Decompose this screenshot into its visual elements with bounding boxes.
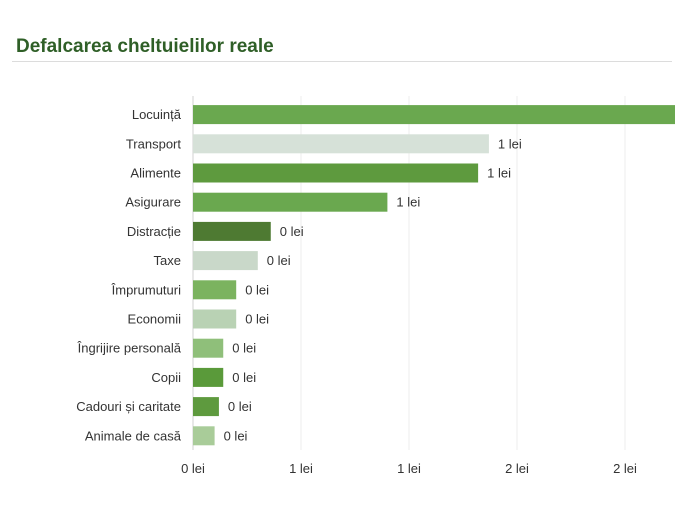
- x-tick-label: 1 lei: [397, 461, 421, 476]
- x-tick-label: 1 lei: [289, 461, 313, 476]
- category-label: Copii: [151, 370, 181, 385]
- x-tick-label: 2 lei: [505, 461, 529, 476]
- category-label: Locuință: [132, 107, 182, 122]
- bar: [193, 280, 237, 300]
- bar: [193, 192, 388, 212]
- data-label: 1 lei: [396, 195, 420, 210]
- data-label: 1 lei: [487, 166, 511, 181]
- bar: [193, 338, 224, 358]
- bar: [193, 309, 237, 329]
- category-label: Alimente: [130, 166, 181, 181]
- category-label: Împrumuturi: [111, 282, 181, 297]
- data-label: 0 lei: [232, 341, 256, 356]
- chart-title: Defalcarea cheltuielilor reale: [16, 36, 274, 57]
- category-label: Taxe: [154, 253, 181, 268]
- bar: [193, 163, 479, 183]
- category-label: Transport: [126, 136, 182, 151]
- bar: [193, 134, 489, 154]
- bar: [193, 251, 258, 271]
- x-tick-label: 0 lei: [181, 461, 205, 476]
- category-label: Îngrijire personală: [77, 341, 182, 356]
- x-tick-label: 2 lei: [613, 461, 637, 476]
- category-label: Economii: [128, 312, 182, 327]
- category-label: Cadouri și caritate: [76, 399, 181, 414]
- data-label: 0 lei: [228, 399, 252, 414]
- category-label: Animale de casă: [85, 428, 182, 443]
- bar: [193, 397, 219, 417]
- bar: [193, 426, 215, 446]
- bar: [193, 105, 675, 125]
- data-label: 1 lei: [498, 136, 522, 151]
- data-label: 0 lei: [224, 428, 248, 443]
- data-label: 0 lei: [232, 370, 256, 385]
- bar: [193, 367, 224, 387]
- data-label: 0 lei: [245, 282, 269, 297]
- data-label: 0 lei: [267, 253, 291, 268]
- category-label: Asigurare: [125, 195, 181, 210]
- data-label: 0 lei: [280, 224, 304, 239]
- category-label: Distracție: [127, 224, 181, 239]
- title-divider: [12, 61, 672, 62]
- data-label: 0 lei: [245, 312, 269, 327]
- bar: [193, 221, 271, 241]
